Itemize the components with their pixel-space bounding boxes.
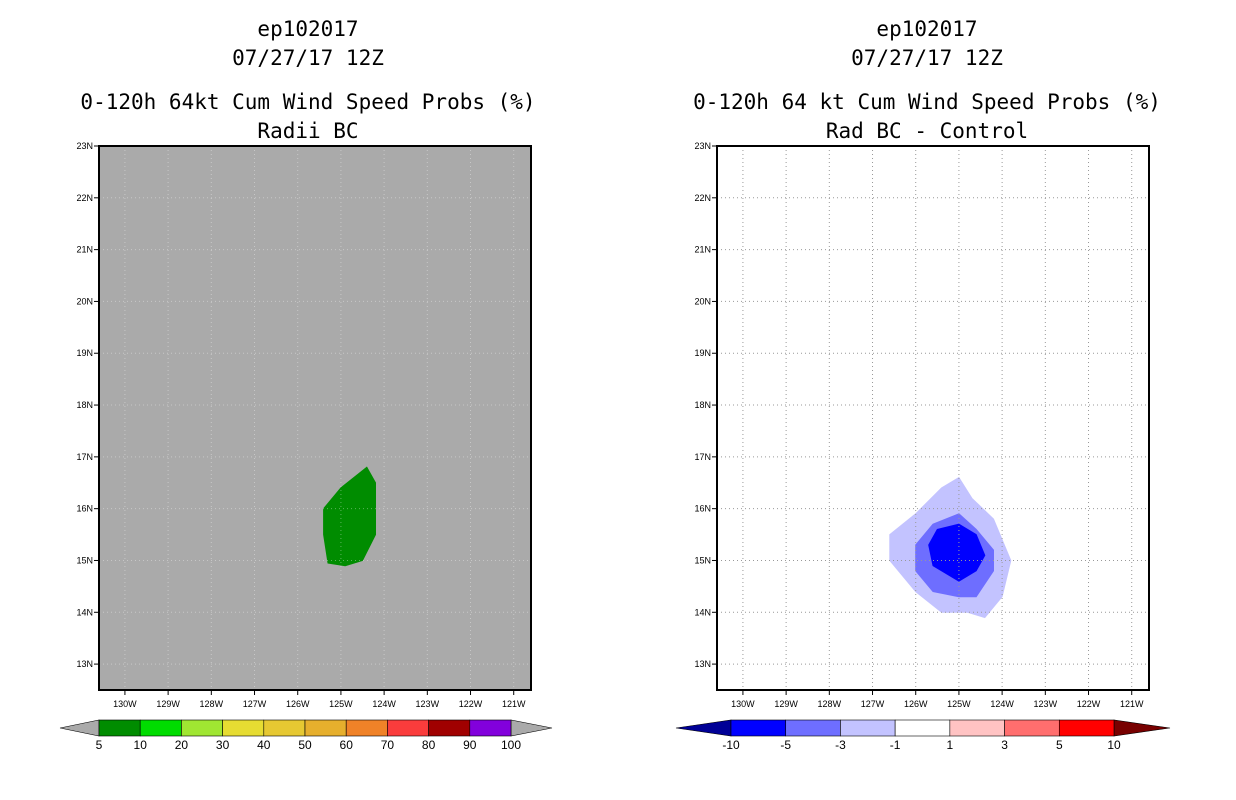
p0-colorbar-segment	[139, 719, 182, 737]
right-subtitle: Rad BC - Control	[825, 119, 1029, 143]
p1-colorbar-label: -3	[835, 738, 846, 752]
p0-colorbar-right-arrow	[510, 719, 553, 737]
right-storm-id: ep102017	[876, 17, 978, 41]
p0-colorbar-label: 50	[298, 738, 312, 752]
p0-tick-label-lat: 18N	[76, 400, 93, 410]
p1-colorbar-label: 5	[1056, 738, 1063, 752]
p0-tick-label-lat: 13N	[76, 659, 93, 669]
p0-colorbar-segment	[98, 719, 141, 737]
p0-colorbar-segment	[304, 719, 347, 737]
p1-colorbar-segment	[1058, 719, 1115, 737]
p1-tick-label-lon: 129W	[774, 699, 798, 709]
p0-tick-label-lat: 19N	[76, 348, 93, 358]
p0-colorbar-label: 10	[134, 738, 148, 752]
p0-plot-background	[99, 146, 531, 690]
p1-colorbar-label: -1	[890, 738, 901, 752]
p1-colorbar-left-arrow	[675, 719, 732, 737]
left-title: 0-120h 64kt Cum Wind Speed Probs (%)	[80, 90, 536, 114]
p1-tick-label-lon: 124W	[990, 699, 1014, 709]
p0-colorbar-segment	[181, 719, 223, 737]
right-title: 0-120h 64 kt Cum Wind Speed Probs (%)	[693, 90, 1161, 114]
p0-colorbar-segment	[345, 719, 388, 737]
p0-tick-label-lat: 23N	[76, 141, 93, 151]
p0-colorbar-label: 80	[422, 738, 436, 752]
p0-tick-label-lon: 130W	[113, 699, 137, 709]
p0-contour-5-10	[323, 466, 376, 567]
p0-tick-label-lat: 16N	[76, 504, 93, 514]
p1-tick-label-lon: 121W	[1120, 699, 1144, 709]
p0-colorbar-label: 5	[96, 738, 103, 752]
p1-colorbar-label: -10	[722, 738, 740, 752]
p1-colorbar-segment	[949, 719, 1005, 737]
p0-colorbar-label: 40	[257, 738, 271, 752]
left-date: 07/27/17 12Z	[232, 46, 384, 70]
p1-tick-label-lon: 127W	[861, 699, 885, 709]
p1-colorbar-label: -5	[780, 738, 791, 752]
left-storm-id: ep102017	[257, 17, 359, 41]
p1-colorbar-label: 3	[1001, 738, 1008, 752]
p0-tick-label-lon: 126W	[286, 699, 310, 709]
right-date: 07/27/17 12Z	[851, 46, 1003, 70]
p1-tick-label-lat: 17N	[694, 452, 711, 462]
p1-tick-label-lat: 21N	[694, 245, 711, 255]
p0-colorbar-segment	[263, 719, 306, 737]
p1-colorbar-segment	[894, 719, 951, 737]
p0-colorbar-label: 100	[501, 738, 521, 752]
p0-colorbar-label: 20	[175, 738, 189, 752]
p0-colorbar-segment	[469, 719, 512, 737]
p1-plot-frame	[716, 145, 1150, 691]
p0-tick-label-lat: 20N	[76, 296, 93, 306]
p1-colorbar-segment	[1004, 719, 1060, 737]
p0-tick-label-lat: 22N	[76, 193, 93, 203]
p0-colorbar-label: 30	[216, 738, 230, 752]
p1-colorbar-segment	[840, 719, 896, 737]
p1-colorbar-label: 10	[1107, 738, 1121, 752]
left-subtitle: Radii BC	[257, 119, 359, 143]
p0-colorbar-segment	[222, 719, 265, 737]
p1-tick-label-lon: 122W	[1077, 699, 1101, 709]
p0-colorbar-segment	[387, 719, 429, 737]
p1-tick-label-lat: 20N	[694, 296, 711, 306]
p1-tick-label-lon: 126W	[904, 699, 928, 709]
p1-colorbar-label: 1	[947, 738, 954, 752]
p1-tick-label-lat: 19N	[694, 348, 711, 358]
p1-contour--10to-5	[928, 523, 986, 582]
p1-tick-label-lat: 14N	[694, 607, 711, 617]
p0-tick-label-lon: 121W	[502, 699, 526, 709]
p1-tick-label-lat: 15N	[694, 555, 711, 565]
p0-colorbar-label: 60	[340, 738, 354, 752]
p1-colorbar-segment	[730, 719, 787, 737]
p0-tick-label-lon: 123W	[416, 699, 440, 709]
p0-tick-label-lat: 15N	[76, 555, 93, 565]
p0-tick-label-lon: 127W	[243, 699, 267, 709]
p0-tick-label-lat: 17N	[76, 452, 93, 462]
p0-tick-label-lon: 124W	[372, 699, 396, 709]
p1-tick-label-lat: 22N	[694, 193, 711, 203]
p0-tick-label-lon: 125W	[329, 699, 353, 709]
p1-tick-label-lat: 13N	[694, 659, 711, 669]
p0-tick-label-lat: 14N	[76, 607, 93, 617]
p0-colorbar-label: 70	[381, 738, 395, 752]
p0-tick-label-lat: 21N	[76, 245, 93, 255]
p0-tick-label-lon: 128W	[200, 699, 224, 709]
p1-tick-label-lat: 18N	[694, 400, 711, 410]
p1-tick-label-lon: 125W	[947, 699, 971, 709]
p1-tick-label-lon: 130W	[731, 699, 755, 709]
p1-tick-label-lon: 128W	[818, 699, 842, 709]
p0-colorbar-label: 90	[463, 738, 477, 752]
p0-tick-label-lon: 122W	[459, 699, 483, 709]
p0-colorbar-segment	[428, 719, 471, 737]
p0-colorbar-left-arrow	[59, 719, 100, 737]
p1-colorbar-right-arrow	[1113, 719, 1171, 737]
p1-tick-label-lat: 16N	[694, 504, 711, 514]
p1-plot-background	[717, 146, 1149, 690]
p1-colorbar-segment	[785, 719, 841, 737]
p0-tick-label-lon: 129W	[156, 699, 180, 709]
p1-tick-label-lon: 123W	[1034, 699, 1058, 709]
p0-plot-frame	[98, 145, 532, 691]
p1-tick-label-lat: 23N	[694, 141, 711, 151]
